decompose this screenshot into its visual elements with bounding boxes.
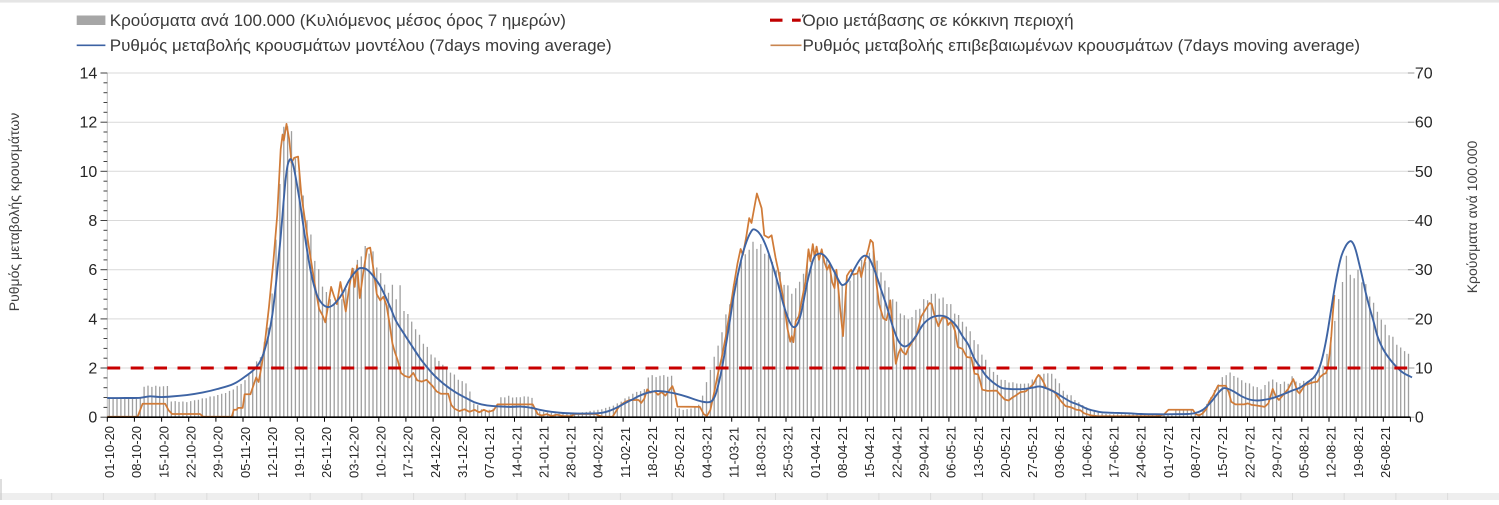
svg-text:25-03-21: 25-03-21 bbox=[781, 426, 796, 478]
svg-text:26-08-21: 26-08-21 bbox=[1378, 426, 1393, 478]
svg-text:18-02-21: 18-02-21 bbox=[645, 426, 660, 478]
svg-text:30: 30 bbox=[1415, 262, 1433, 279]
svg-text:26-11-20: 26-11-20 bbox=[319, 427, 334, 478]
svg-text:Ρυθμός μεταβολής κρουσμάτων μο: Ρυθμός μεταβολής κρουσμάτων μοντέλου (7d… bbox=[110, 36, 612, 55]
svg-text:15-04-21: 15-04-21 bbox=[862, 426, 877, 478]
svg-text:10: 10 bbox=[80, 164, 98, 181]
svg-text:27-05-21: 27-05-21 bbox=[1025, 426, 1040, 478]
svg-text:10-06-21: 10-06-21 bbox=[1079, 426, 1094, 478]
svg-text:22-07-21: 22-07-21 bbox=[1242, 426, 1257, 478]
svg-text:07-01-21: 07-01-21 bbox=[482, 426, 497, 478]
svg-text:21-01-21: 21-01-21 bbox=[536, 426, 551, 478]
svg-text:19-08-21: 19-08-21 bbox=[1351, 426, 1366, 478]
svg-text:60: 60 bbox=[1415, 115, 1433, 132]
svg-text:03-12-20: 03-12-20 bbox=[346, 426, 361, 478]
svg-text:22-04-21: 22-04-21 bbox=[889, 426, 904, 478]
svg-text:18-03-21: 18-03-21 bbox=[754, 426, 769, 478]
svg-text:13-05-21: 13-05-21 bbox=[971, 426, 986, 478]
svg-text:01-10-20: 01-10-20 bbox=[102, 426, 117, 478]
svg-text:06-05-21: 06-05-21 bbox=[944, 426, 959, 478]
svg-text:0: 0 bbox=[88, 410, 97, 427]
svg-text:17-06-21: 17-06-21 bbox=[1107, 426, 1122, 478]
svg-text:Όριο μετάβασης σε κόκκινη περι: Όριο μετάβασης σε κόκκινη περιοχή bbox=[802, 11, 1074, 30]
svg-text:Ρυθμός μεταβολής κρουσμάτων: Ρυθμός μεταβολής κρουσμάτων bbox=[6, 113, 22, 311]
svg-text:05-08-21: 05-08-21 bbox=[1297, 426, 1312, 478]
svg-text:Κρούσματα ανά 100.000: Κρούσματα ανά 100.000 bbox=[1464, 141, 1480, 294]
svg-text:20-05-21: 20-05-21 bbox=[998, 426, 1013, 478]
svg-text:2: 2 bbox=[88, 361, 97, 378]
svg-text:11-03-21: 11-03-21 bbox=[726, 427, 741, 478]
svg-text:10-12-20: 10-12-20 bbox=[374, 426, 389, 478]
svg-text:24-12-20: 24-12-20 bbox=[428, 426, 443, 478]
svg-text:08-07-21: 08-07-21 bbox=[1188, 426, 1203, 478]
svg-text:22-10-20: 22-10-20 bbox=[184, 426, 199, 478]
svg-text:29-07-21: 29-07-21 bbox=[1269, 426, 1284, 478]
svg-text:08-10-20: 08-10-20 bbox=[129, 426, 144, 478]
svg-text:70: 70 bbox=[1415, 66, 1433, 83]
svg-text:29-10-20: 29-10-20 bbox=[211, 426, 226, 478]
svg-text:4: 4 bbox=[88, 311, 97, 328]
svg-text:0: 0 bbox=[1415, 410, 1424, 427]
svg-text:15-07-21: 15-07-21 bbox=[1215, 426, 1230, 478]
svg-text:08-04-21: 08-04-21 bbox=[835, 426, 850, 478]
svg-text:04-03-21: 04-03-21 bbox=[699, 426, 714, 478]
svg-text:24-06-21: 24-06-21 bbox=[1134, 426, 1149, 478]
svg-text:11-02-21: 11-02-21 bbox=[618, 427, 633, 478]
svg-text:Κρούσματα ανά 100.000 (Κυλιόμε: Κρούσματα ανά 100.000 (Κυλιόμενος μέσος … bbox=[110, 11, 566, 30]
svg-text:Ρυθμός μεταβολής επιβεβαιωμένω: Ρυθμός μεταβολής επιβεβαιωμένων κρουσμάτ… bbox=[803, 36, 1361, 55]
svg-text:8: 8 bbox=[88, 213, 97, 230]
svg-text:50: 50 bbox=[1415, 164, 1433, 181]
svg-text:25-02-21: 25-02-21 bbox=[672, 426, 687, 478]
svg-text:28-01-21: 28-01-21 bbox=[564, 426, 579, 478]
svg-text:29-04-21: 29-04-21 bbox=[917, 426, 932, 478]
svg-text:04-02-21: 04-02-21 bbox=[591, 426, 606, 478]
svg-text:31-12-20: 31-12-20 bbox=[455, 426, 470, 478]
svg-text:12-11-20: 12-11-20 bbox=[265, 427, 280, 478]
svg-text:05-11-20: 05-11-20 bbox=[238, 427, 253, 478]
svg-text:10: 10 bbox=[1415, 361, 1433, 378]
svg-text:03-06-21: 03-06-21 bbox=[1052, 426, 1067, 478]
svg-text:12: 12 bbox=[80, 115, 98, 132]
svg-text:14-01-21: 14-01-21 bbox=[509, 426, 524, 478]
svg-text:6: 6 bbox=[88, 262, 97, 279]
svg-text:01-07-21: 01-07-21 bbox=[1161, 426, 1176, 478]
svg-text:20: 20 bbox=[1415, 311, 1433, 328]
svg-text:17-12-20: 17-12-20 bbox=[401, 426, 416, 478]
svg-text:14: 14 bbox=[80, 66, 98, 83]
svg-text:19-11-20: 19-11-20 bbox=[292, 427, 307, 478]
svg-text:12-08-21: 12-08-21 bbox=[1324, 426, 1339, 478]
svg-text:40: 40 bbox=[1415, 213, 1433, 230]
svg-text:15-10-20: 15-10-20 bbox=[156, 426, 171, 478]
svg-text:01-04-21: 01-04-21 bbox=[808, 426, 823, 478]
